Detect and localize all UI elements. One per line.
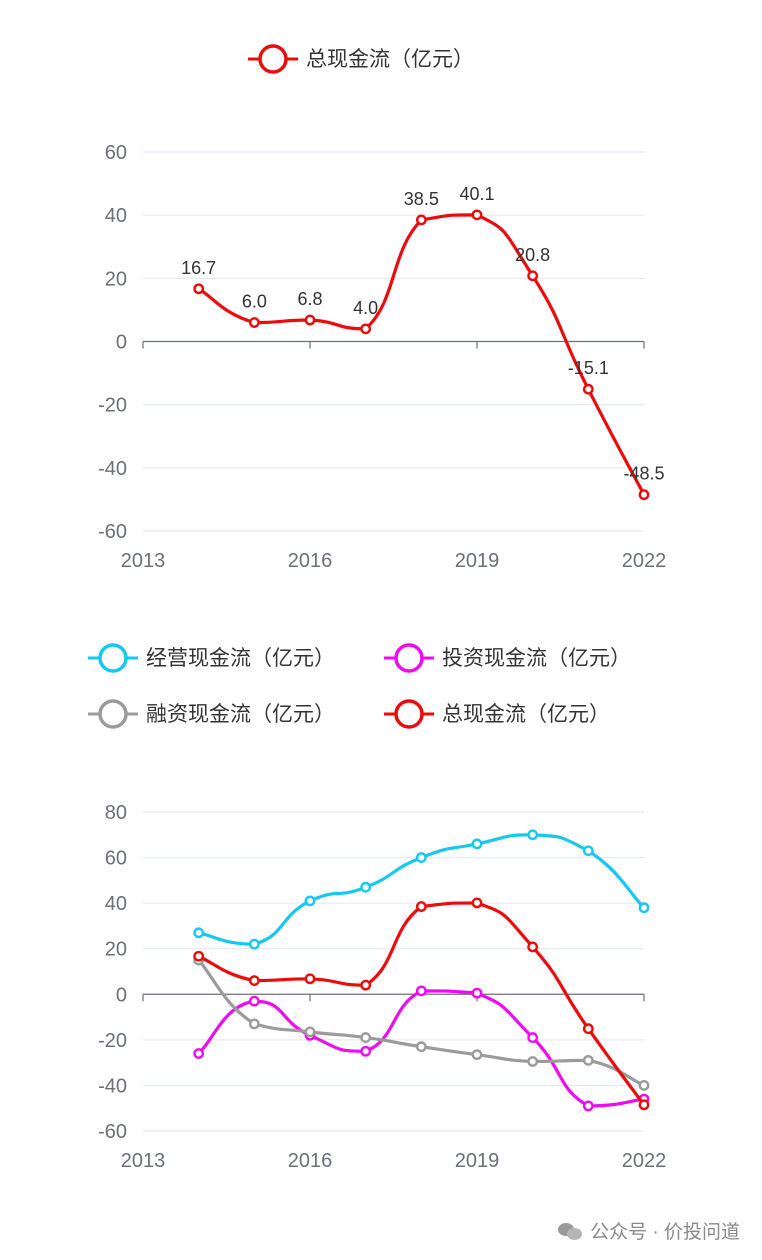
x-tick-label: 2019 bbox=[455, 550, 500, 572]
legend-item-0: 经营现金流（亿元） bbox=[88, 643, 335, 673]
data-point bbox=[582, 1023, 594, 1035]
legend-label: 融资现金流（亿元） bbox=[146, 703, 335, 726]
data-point bbox=[248, 938, 260, 950]
data-label: -15.1 bbox=[568, 358, 609, 378]
y-tick-label: 20 bbox=[105, 939, 127, 961]
data-point bbox=[471, 209, 483, 221]
data-point bbox=[193, 283, 205, 295]
series-line-0 bbox=[197, 213, 646, 496]
data-point bbox=[471, 987, 483, 999]
data-point bbox=[527, 941, 539, 953]
y-tick-label: 40 bbox=[105, 205, 127, 227]
x-tick-label: 2016 bbox=[288, 1150, 333, 1172]
data-point bbox=[415, 985, 427, 997]
data-point bbox=[248, 995, 260, 1007]
data-point bbox=[360, 979, 372, 991]
x-tick-label: 2022 bbox=[622, 1150, 667, 1172]
wechat-icon bbox=[558, 1221, 584, 1241]
data-label: 38.5 bbox=[404, 189, 439, 209]
y-tick-label: 40 bbox=[105, 893, 127, 915]
data-point bbox=[415, 901, 427, 912]
watermark-text: 公众号 · 价投问道 bbox=[590, 1222, 740, 1243]
data-point bbox=[471, 897, 483, 909]
data-point bbox=[304, 973, 316, 985]
legend-label: 投资现金流（亿元） bbox=[442, 647, 631, 670]
data-point bbox=[304, 1026, 316, 1038]
data-point bbox=[582, 1054, 594, 1066]
data-label: 6.0 bbox=[242, 292, 267, 312]
series-line-0 bbox=[198, 833, 646, 946]
legend-item-0: 总现金流（亿元） bbox=[248, 44, 474, 74]
data-label: -48.5 bbox=[623, 464, 664, 484]
legend-item-2: 融资现金流（亿元） bbox=[88, 699, 335, 729]
data-point bbox=[360, 1032, 372, 1043]
data-point bbox=[193, 1048, 205, 1059]
data-point bbox=[582, 845, 594, 857]
legend-marker-icon bbox=[98, 699, 128, 729]
data-point bbox=[638, 489, 650, 501]
y-tick-label: 0 bbox=[116, 984, 127, 1006]
legend-label: 总现金流（亿元） bbox=[442, 703, 610, 726]
data-point bbox=[415, 852, 427, 863]
legend-marker-icon bbox=[394, 643, 424, 673]
data-point bbox=[360, 881, 372, 893]
data-point bbox=[415, 1041, 427, 1053]
data-point bbox=[193, 927, 205, 939]
data-point bbox=[638, 1080, 650, 1091]
legend-item-3: 总现金流（亿元） bbox=[384, 699, 610, 729]
y-tick-label: 60 bbox=[105, 142, 127, 164]
data-point bbox=[638, 1099, 650, 1111]
data-label: 6.8 bbox=[297, 289, 322, 309]
legend-marker-icon bbox=[258, 44, 288, 74]
x-tick-label: 2013 bbox=[121, 550, 166, 572]
y-tick-label: -60 bbox=[98, 521, 127, 543]
legend-label: 总现金流（亿元） bbox=[306, 48, 474, 71]
y-tick-label: -20 bbox=[98, 1030, 127, 1052]
data-label: 20.8 bbox=[515, 245, 550, 265]
data-point bbox=[360, 1045, 372, 1057]
data-point bbox=[360, 323, 372, 335]
legend-marker-icon bbox=[98, 643, 128, 673]
x-tick-label: 2013 bbox=[121, 1150, 166, 1172]
legend-item-1: 投资现金流（亿元） bbox=[384, 643, 631, 673]
data-label: 40.1 bbox=[459, 184, 494, 204]
y-tick-label: -40 bbox=[98, 458, 127, 480]
legend-marker-icon bbox=[394, 699, 424, 729]
data-label: 16.7 bbox=[181, 258, 216, 278]
data-point bbox=[527, 829, 539, 841]
watermark: 公众号 · 价投问道 bbox=[558, 1217, 740, 1244]
y-tick-label: -40 bbox=[98, 1075, 127, 1097]
data-label: 4.0 bbox=[353, 298, 378, 318]
data-point bbox=[471, 838, 483, 850]
data-point bbox=[304, 895, 316, 907]
y-tick-label: 60 bbox=[105, 848, 127, 870]
data-point bbox=[527, 270, 539, 282]
y-tick-label: -60 bbox=[98, 1121, 127, 1143]
data-point bbox=[527, 1032, 539, 1043]
y-tick-label: 20 bbox=[105, 268, 127, 290]
data-point bbox=[527, 1056, 539, 1067]
data-point bbox=[415, 214, 427, 226]
y-tick-label: -20 bbox=[98, 395, 127, 417]
data-point bbox=[248, 975, 260, 987]
y-tick-label: 0 bbox=[116, 332, 127, 354]
data-point bbox=[193, 950, 205, 962]
legend-label: 经营现金流（亿元） bbox=[146, 647, 335, 670]
data-point bbox=[248, 1018, 260, 1030]
chart-total-cashflow: 总现金流（亿元） 60 40 20 0 -20 -40 -60 2013 2016 2019 2022… bbox=[98, 44, 667, 572]
y-tick-label: 80 bbox=[105, 802, 127, 824]
data-point bbox=[471, 1049, 483, 1061]
data-point bbox=[582, 1100, 594, 1112]
x-tick-label: 2019 bbox=[455, 1150, 500, 1172]
x-tick-label: 2016 bbox=[288, 550, 333, 572]
data-point bbox=[638, 902, 650, 914]
data-point bbox=[248, 317, 260, 328]
x-tick-label: 2022 bbox=[622, 550, 667, 572]
data-point bbox=[582, 383, 594, 395]
data-point bbox=[304, 314, 316, 326]
